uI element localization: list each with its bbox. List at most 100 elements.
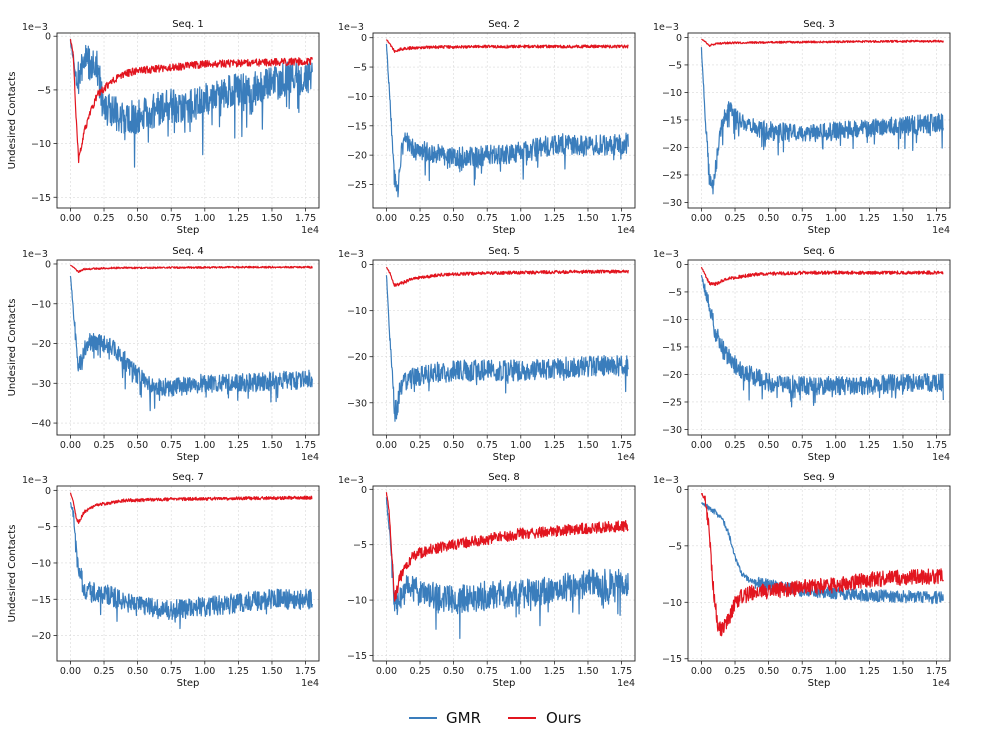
ytick-label: −5 [668, 60, 682, 71]
xtick-label: 0.75 [792, 213, 813, 224]
xtick-label: 0.50 [127, 440, 148, 451]
series-gmr-seq-1 [69, 39, 313, 168]
xtick-label: 1.75 [926, 440, 947, 451]
xtick-label: 1.25 [228, 213, 249, 224]
series-ours-seq-4 [70, 264, 313, 274]
panel-seq-7: 0.00 0.25 0.50 0.75 1.00 1.25 1.50 1.75 0 −5 −10 −1… [7, 472, 320, 689]
ytick-label: −15 [662, 115, 682, 126]
legend-label-ours: Ours [546, 709, 581, 727]
ytick-label: 0 [45, 259, 51, 270]
ytick-label: 0 [361, 260, 367, 271]
axes-frame-seq-2 [372, 32, 636, 209]
ytick-label: −15 [662, 654, 682, 665]
xtick-label: 1.50 [577, 666, 598, 677]
xtick-label: 0.25 [409, 440, 430, 451]
ytick-label: 0 [45, 32, 51, 43]
series-ours-seq-6 [700, 266, 944, 286]
xtick-label: 0.75 [161, 666, 182, 677]
x-axis-label: Step [493, 452, 516, 463]
ytick-label: −10 [662, 88, 682, 99]
xtick-label: 0.00 [376, 666, 397, 677]
ytick-label: −30 [347, 398, 367, 409]
xtick-label: 1.00 [825, 440, 846, 451]
xtick-label: 1.50 [577, 440, 598, 451]
xtick-label: 1.50 [892, 666, 913, 677]
panel-seq-1: 0.00 0.25 0.50 0.75 1.00 1.25 1.50 1.75 0 −5 −10 −1… [7, 19, 320, 236]
series-ours-seq-1 [69, 38, 313, 164]
xtick-label: 0.50 [758, 213, 779, 224]
xtick-label: 0.50 [127, 213, 148, 224]
ytick-label: −5 [668, 541, 682, 552]
series-gmr-seq-3 [700, 47, 944, 195]
xtick-label: 0.25 [409, 666, 430, 677]
xtick-label: 0.75 [792, 666, 813, 677]
xtick-label: 1.50 [892, 440, 913, 451]
xtick-label: 0.50 [758, 666, 779, 677]
y-offset-label: 1e−3 [338, 249, 364, 260]
xtick-label: 1.25 [544, 666, 565, 677]
x-axis-label: Step [493, 678, 516, 689]
xtick-label: 0.00 [376, 213, 397, 224]
xtick-label: 1.25 [544, 440, 565, 451]
axes-frame-seq-3 [687, 32, 951, 209]
panel-title: Seq. 6 [803, 246, 835, 257]
y-offset-label: 1e−3 [22, 249, 48, 260]
x-offset-label: 1e4 [617, 452, 635, 463]
ytick-label: −20 [662, 143, 682, 154]
y-offset-label: 1e−3 [22, 475, 48, 486]
x-axis-label: Step [808, 225, 831, 236]
axes-frame-seq-4 [56, 259, 320, 436]
xtick-label: 1.25 [544, 213, 565, 224]
xtick-label: 1.75 [295, 440, 316, 451]
ytick-label: −25 [662, 397, 682, 408]
xtick-label: 0.75 [161, 213, 182, 224]
xtick-label: 1.75 [611, 440, 632, 451]
legend-label-gmr: GMR [446, 709, 481, 727]
xtick-label: 1.50 [261, 440, 282, 451]
axes-frame-seq-1 [56, 32, 320, 209]
xtick-label: 1.00 [194, 213, 215, 224]
ytick-label: −25 [662, 170, 682, 181]
xtick-label: 0.00 [691, 666, 712, 677]
panel-seq-8: 0.00 0.25 0.50 0.75 1.00 1.25 1.50 1.75 0 −5 −10 −1… [338, 472, 636, 689]
xtick-label: 1.75 [611, 666, 632, 677]
ytick-label: −5 [37, 522, 51, 533]
series-gmr-seq-6 [700, 274, 944, 408]
ytick-label: −5 [37, 85, 51, 96]
series-ours-seq-7 [69, 492, 313, 524]
y-offset-label: 1e−3 [653, 249, 679, 260]
ytick-label: −40 [31, 419, 51, 430]
xtick-label: 1.50 [261, 213, 282, 224]
xtick-label: 0.50 [127, 666, 148, 677]
x-offset-label: 1e4 [932, 678, 950, 689]
series-ours-seq-2 [385, 39, 629, 53]
series-ours-seq-8 [385, 492, 629, 602]
xtick-label: 0.75 [477, 666, 498, 677]
x-offset-label: 1e4 [301, 225, 319, 236]
xtick-label: 0.50 [443, 666, 464, 677]
ytick-label: −5 [668, 287, 682, 298]
x-axis-label: Step [808, 452, 831, 463]
ytick-label: −20 [31, 339, 51, 350]
xtick-label: 1.00 [825, 213, 846, 224]
panel-seq-6: 0.00 0.25 0.50 0.75 1.00 1.25 1.50 1.75 0 −5 −10 −1… [653, 246, 951, 463]
xtick-label: 0.00 [60, 440, 81, 451]
panel-title: Seq. 9 [803, 472, 835, 483]
ytick-label: −15 [31, 193, 51, 204]
axes-frame-seq-6 [687, 259, 951, 436]
xtick-label: 0.75 [792, 440, 813, 451]
xtick-label: 0.00 [60, 666, 81, 677]
ytick-label: −15 [662, 342, 682, 353]
panel-title: Seq. 3 [803, 19, 835, 30]
ytick-label: −15 [347, 651, 367, 662]
xtick-label: 0.75 [161, 440, 182, 451]
ytick-label: −10 [347, 306, 367, 317]
ytick-label: 0 [45, 486, 51, 497]
x-axis-label: Step [493, 225, 516, 236]
panel-seq-2: 0.00 0.25 0.50 0.75 1.00 1.25 1.50 1.75 0 −5 −10 −1… [338, 19, 636, 236]
panel-title: Seq. 2 [488, 19, 520, 30]
xtick-label: 1.00 [510, 440, 531, 451]
ytick-label: 0 [676, 33, 682, 44]
xtick-label: 1.00 [194, 666, 215, 677]
